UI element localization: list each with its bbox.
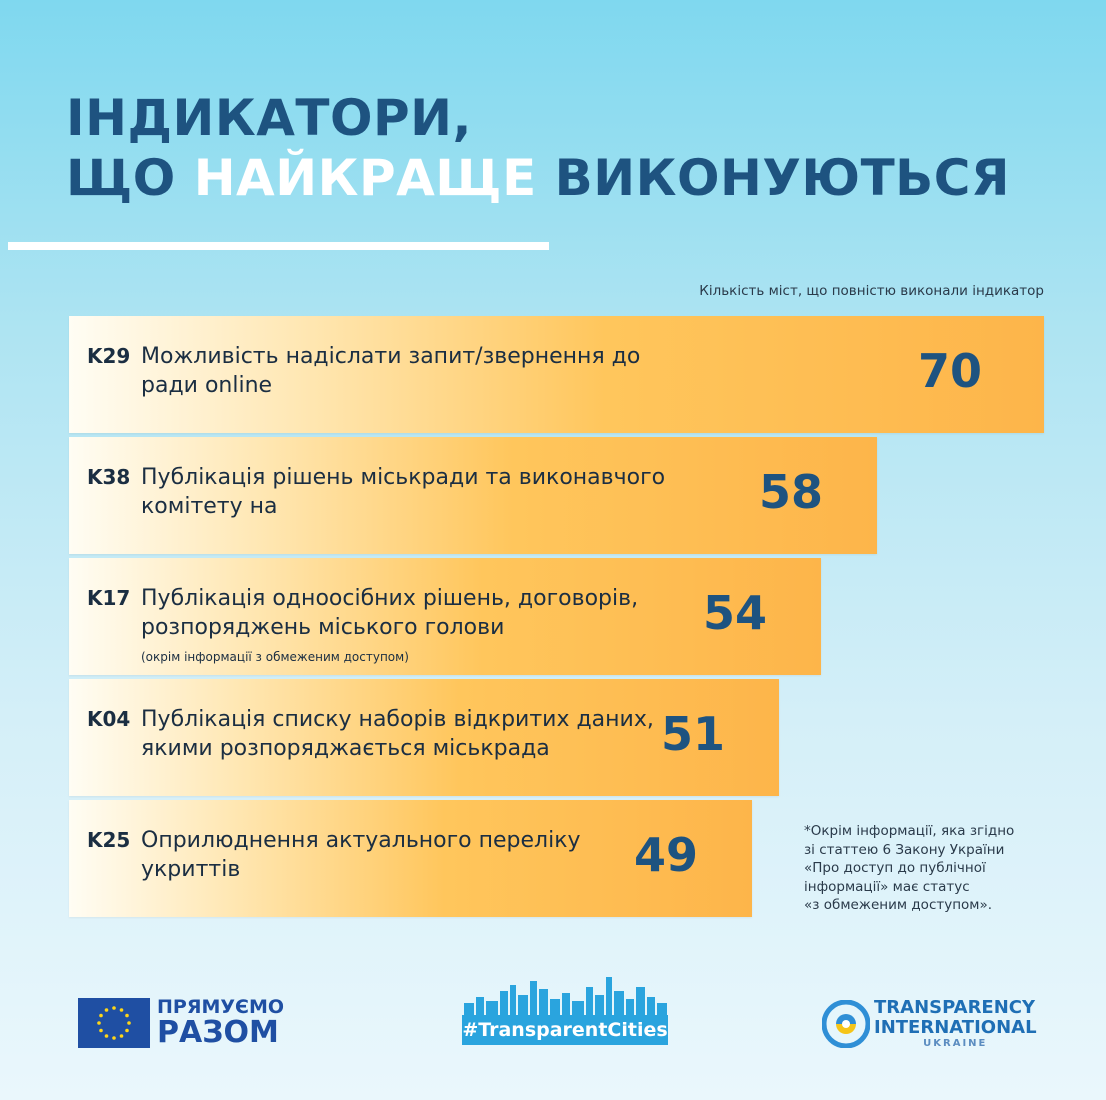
- eu-star-icon: [104, 1034, 109, 1038]
- bar-code-label: K25: [87, 828, 131, 852]
- bar-value-label: 70: [917, 344, 982, 398]
- eu-star-icon: [99, 1013, 103, 1018]
- title-line-1: ІНДИКАТОРИ,: [66, 89, 472, 147]
- bar-code-label: K38: [87, 465, 131, 489]
- ti-logo-text: TRANSPARENCY INTERNATIONAL UKRAINE: [874, 998, 1037, 1050]
- bar-code-label: K17: [87, 586, 131, 610]
- footnote: *Окрім інформації, яка згідно зі статтею…: [804, 823, 1015, 913]
- bar-k29: K29 Можливість надіслати запит/звернення …: [69, 316, 1044, 433]
- bar-description: Публікація рішень міськради та виконавчо…: [141, 465, 666, 519]
- eu-logo-line-2: РАЗОМ: [157, 1015, 279, 1050]
- bar-description: Оприлюднення актуального переліку укритт…: [141, 828, 581, 882]
- bar-description: Публікація списку наборів відкритих дани…: [141, 707, 654, 761]
- transparent-cities-logo: #TransparentCities: [462, 975, 668, 1045]
- title-line-2-post: ВИКОНУЮТЬСЯ: [536, 149, 1010, 207]
- bar-code-label: K29: [87, 344, 131, 368]
- bar-k25: K25 Оприлюднення актуального переліку укр…: [69, 800, 752, 917]
- title-line-2: ЩО НАЙКРАЩЕ ВИКОНУЮТЬСЯ: [66, 148, 1010, 208]
- bar-value-label: 51: [660, 707, 725, 761]
- bar-k04: K04 Публікація списку наборів відкритих д…: [69, 679, 779, 796]
- title-line-2-pre: ЩО: [66, 149, 194, 207]
- bar-description: Публікація одноосібних рішень, договорів…: [141, 586, 639, 640]
- eu-star-icon: [125, 1028, 129, 1033]
- bar-k17: K17 Публікація одноосібних рішень, догово…: [69, 558, 821, 675]
- ti-logo-line-1: TRANSPARENCY: [874, 997, 1036, 1018]
- eu-star-icon: [125, 1013, 129, 1018]
- title-highlight: НАЙКРАЩЕ: [193, 149, 537, 207]
- page-title: ІНДИКАТОРИ, ЩО НАЙКРАЩЕ ВИКОНУЮТЬСЯ: [66, 88, 1010, 208]
- ti-logo-line-3: UKRAINE: [923, 1038, 988, 1049]
- bar-code-label: K04: [87, 707, 131, 731]
- eu-star-icon: [104, 1008, 109, 1012]
- chart-subtitle: Кількість міст, що повністю виконали інд…: [699, 283, 1044, 299]
- eu-logo-line-1: ПРЯМУЄМО: [157, 996, 285, 1018]
- eu-star-icon: [112, 1006, 116, 1010]
- eu-logo-text: ПРЯМУЄМО РАЗОМ: [157, 996, 284, 1048]
- bar-note: (окрім інформації з обмеженим доступом): [141, 650, 409, 664]
- eu-star-icon: [119, 1008, 124, 1012]
- eu-star-icon: [97, 1021, 101, 1025]
- transparent-cities-tag: #TransparentCities: [462, 1015, 668, 1045]
- bar-value-label: 49: [633, 828, 698, 882]
- title-divider: [8, 242, 549, 250]
- bar-value-label: 58: [758, 465, 823, 519]
- ti-emblem-icon: [822, 1000, 870, 1048]
- bar-k38: K38 Публікація рішень міськради та викона…: [69, 437, 877, 554]
- ti-logo-line-2: INTERNATIONAL: [874, 1017, 1037, 1038]
- skyline-icon: [464, 977, 667, 1017]
- eu-star-icon: [112, 1036, 116, 1040]
- eu-star-icon: [99, 1028, 103, 1033]
- bar-value-label: 54: [702, 586, 767, 640]
- eu-star-icon: [127, 1021, 131, 1025]
- eu-star-icon: [119, 1034, 124, 1038]
- eu-flag-logo: [78, 998, 150, 1048]
- bar-description: Можливість надіслати запит/звернення до …: [141, 344, 641, 398]
